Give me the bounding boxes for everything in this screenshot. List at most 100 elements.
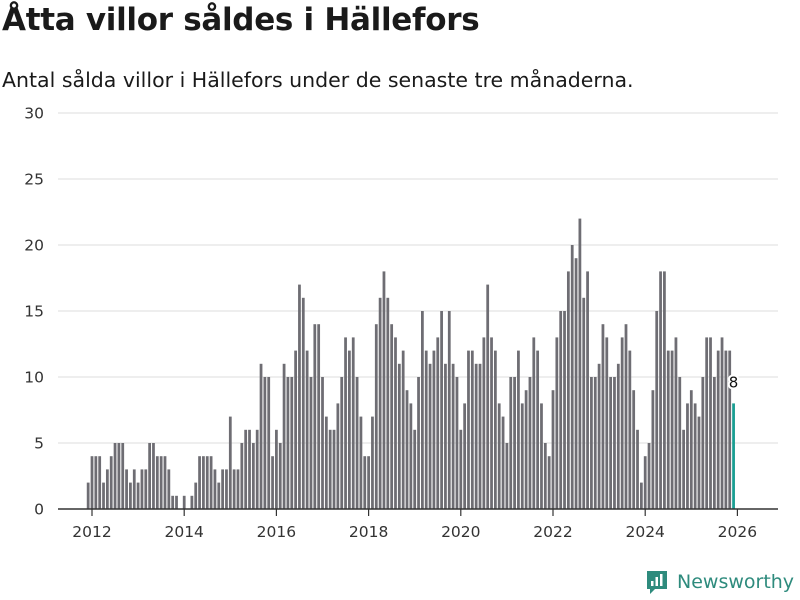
bar (486, 284, 490, 509)
bar (397, 363, 401, 509)
bar (613, 377, 616, 509)
x-tick-label: 2024 (625, 523, 664, 541)
bar (570, 245, 574, 509)
bar (505, 443, 509, 509)
bar (182, 495, 186, 509)
bar (474, 363, 478, 509)
bar (129, 482, 132, 509)
bar (536, 350, 540, 509)
bar (355, 377, 359, 509)
y-tick-label: 30 (24, 105, 44, 123)
bar (467, 350, 470, 509)
bar (132, 469, 136, 509)
bar (105, 469, 109, 509)
bar (682, 429, 685, 509)
bar (628, 350, 632, 509)
bar (374, 324, 378, 509)
brand-name: Newsworthy (677, 571, 795, 593)
bar (86, 482, 90, 509)
bar (724, 350, 728, 509)
bar (647, 443, 651, 509)
bar (225, 469, 228, 509)
bar-highlight (732, 403, 735, 509)
bar (386, 297, 390, 509)
bar (290, 377, 294, 509)
bar (551, 390, 555, 509)
bar (689, 390, 693, 509)
chart-title: Åtta villor såldes i Hällefors (2, 2, 480, 38)
bar (470, 350, 474, 509)
bar (451, 363, 455, 509)
bar (509, 377, 513, 509)
bar (520, 403, 524, 509)
bar (670, 350, 674, 509)
y-axis-ticks: 0 5 10 15 20 25 30 (24, 105, 44, 519)
newsworthy-logo[interactable]: Newsworthy (645, 569, 794, 595)
bar (697, 416, 701, 509)
bar (332, 429, 336, 509)
bar (459, 429, 463, 509)
bar (712, 377, 716, 509)
chart-subtitle: Antal sålda villor i Hällefors under de … (2, 68, 634, 92)
y-tick-label: 5 (34, 435, 44, 453)
bar (205, 456, 209, 509)
bar (367, 456, 370, 509)
bar (609, 377, 613, 509)
bar (428, 363, 432, 509)
bar (636, 429, 639, 509)
bar (221, 469, 224, 509)
data-labels: 8 (727, 371, 741, 393)
x-tick-label: 2016 (257, 523, 296, 541)
bar (113, 443, 117, 509)
bar (155, 456, 159, 509)
x-tick-label: 2014 (164, 523, 203, 541)
bar (566, 271, 570, 509)
bar (102, 482, 105, 509)
bar (98, 456, 102, 509)
bar (363, 456, 367, 509)
bar (259, 363, 263, 509)
x-tick-label: 2018 (349, 523, 388, 541)
bar (493, 350, 497, 509)
bar (643, 456, 647, 509)
bar (547, 456, 551, 509)
bar (148, 443, 152, 509)
bar (305, 350, 309, 509)
bar (140, 469, 144, 509)
bar (321, 377, 324, 509)
bar (728, 350, 732, 509)
bar (275, 429, 278, 509)
bar (490, 337, 493, 509)
bar (666, 350, 670, 509)
bar (167, 469, 171, 509)
bar (424, 350, 428, 509)
bar (136, 482, 140, 509)
bar (144, 469, 148, 509)
bar (328, 429, 332, 509)
bar (309, 377, 313, 509)
bar (390, 324, 394, 509)
bar (240, 443, 244, 509)
x-tick-label: 2020 (441, 523, 480, 541)
bar (455, 377, 459, 509)
bar (517, 350, 520, 509)
bar (401, 350, 405, 509)
bar (159, 456, 163, 509)
bar (228, 416, 232, 509)
bar (298, 284, 301, 509)
bar (251, 443, 255, 509)
bar (351, 337, 355, 509)
bar (540, 403, 543, 509)
bar (232, 469, 236, 509)
bar (555, 337, 559, 509)
bars (86, 218, 735, 509)
bar (440, 311, 443, 509)
x-tick-label: 2012 (72, 523, 111, 541)
bar (620, 337, 624, 509)
bar (436, 337, 440, 509)
bar (378, 297, 382, 509)
bar (152, 443, 155, 509)
bar (543, 443, 547, 509)
bar (709, 337, 712, 509)
